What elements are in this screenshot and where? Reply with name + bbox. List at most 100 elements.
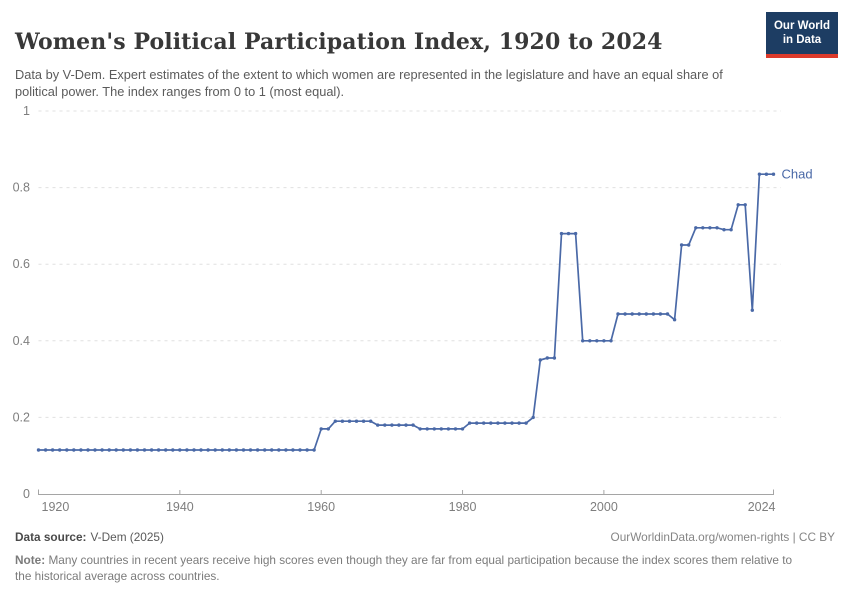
data-point[interactable] [135,448,140,452]
data-point[interactable] [128,448,133,452]
data-point[interactable] [383,423,387,427]
data-point[interactable] [142,448,147,452]
data-point[interactable] [50,448,55,452]
data-point[interactable] [121,448,126,452]
data-line[interactable] [37,173,775,451]
data-point[interactable] [333,419,337,423]
data-point[interactable] [213,448,217,452]
data-point[interactable] [234,448,239,452]
data-point[interactable] [630,312,634,316]
data-point[interactable] [764,172,769,176]
data-point[interactable] [185,448,189,452]
data-point[interactable] [390,423,394,427]
data-point[interactable] [623,312,627,316]
data-point[interactable] [404,423,408,427]
data-point[interactable] [602,339,606,343]
data-point[interactable] [757,172,762,176]
data-point[interactable] [107,448,111,452]
data-point[interactable] [425,427,429,431]
data-point[interactable] [79,448,83,452]
data-point[interactable] [298,448,302,452]
data-point[interactable] [340,419,345,423]
data-point[interactable] [312,448,316,452]
data-point[interactable] [701,226,705,230]
attribution-link[interactable]: OurWorldinData.org/women-rights | CC BY [610,530,835,544]
data-point[interactable] [305,448,309,452]
data-point[interactable] [446,427,451,431]
data-point[interactable] [411,423,415,427]
data-point[interactable] [206,448,210,452]
data-point[interactable] [644,312,648,316]
data-point[interactable] [319,427,323,431]
data-point[interactable] [588,339,592,343]
data-point[interactable] [559,231,564,236]
data-point[interactable] [354,419,359,423]
data-point[interactable] [531,415,535,420]
data-point[interactable] [192,448,196,452]
data-point[interactable] [397,423,401,427]
data-point[interactable] [750,308,754,312]
data-point[interactable] [36,448,41,452]
data-point[interactable] [496,421,500,425]
data-point[interactable] [432,427,436,431]
data-point[interactable] [679,243,684,247]
data-point[interactable] [93,448,97,452]
data-point[interactable] [453,427,458,431]
data-point[interactable] [114,448,118,452]
data-point[interactable] [149,448,154,452]
data-point[interactable] [729,228,733,232]
data-point[interactable] [220,448,224,452]
data-point[interactable] [248,448,253,452]
data-point[interactable] [376,423,380,427]
data-point[interactable] [595,339,599,343]
data-point[interactable] [171,448,175,452]
data-point[interactable] [503,421,507,425]
data-point[interactable] [672,318,677,322]
data-point[interactable] [736,203,740,207]
data-point[interactable] [687,243,691,247]
data-point[interactable] [609,339,613,343]
data-point[interactable] [277,448,281,452]
data-point[interactable] [86,448,90,452]
data-point[interactable] [510,421,514,425]
data-point[interactable] [665,312,670,316]
data-point[interactable] [227,448,231,452]
data-point[interactable] [489,421,493,425]
data-point[interactable] [743,203,747,207]
data-point[interactable] [347,419,352,423]
data-point[interactable] [178,448,182,452]
data-point[interactable] [199,448,203,452]
data-point[interactable] [581,339,585,343]
data-point[interactable] [65,448,69,452]
data-point[interactable] [651,312,656,316]
data-point[interactable] [566,231,571,236]
data-point[interactable] [255,448,260,452]
data-point[interactable] [545,356,549,360]
data-point[interactable] [361,419,366,423]
data-point[interactable] [156,448,161,452]
data-point[interactable] [460,427,465,431]
data-point[interactable] [524,421,528,425]
data-point[interactable] [552,356,557,360]
data-point[interactable] [538,358,542,362]
data-point[interactable] [58,448,62,452]
data-point[interactable] [270,448,274,452]
data-point[interactable] [326,427,330,431]
data-point[interactable] [708,226,712,230]
data-point[interactable] [517,421,521,425]
data-point[interactable] [715,226,719,230]
data-point[interactable] [482,421,486,425]
data-point[interactable] [771,172,776,176]
data-point[interactable] [291,448,295,452]
data-point[interactable] [369,419,373,423]
data-point[interactable] [43,448,48,452]
data-point[interactable] [722,228,726,232]
data-point[interactable] [418,427,422,431]
data-point[interactable] [637,312,641,316]
data-point[interactable] [439,427,443,431]
data-point[interactable] [658,312,663,316]
data-point[interactable] [475,421,479,425]
data-point[interactable] [164,448,168,452]
data-point[interactable] [573,231,578,236]
data-point[interactable] [263,448,267,452]
